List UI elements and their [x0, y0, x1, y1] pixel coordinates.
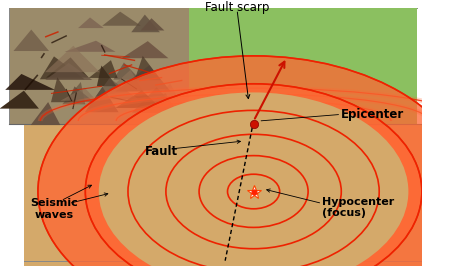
Polygon shape	[116, 90, 161, 108]
Ellipse shape	[99, 92, 409, 266]
Polygon shape	[78, 18, 104, 28]
Polygon shape	[97, 65, 117, 86]
Polygon shape	[61, 88, 97, 101]
Ellipse shape	[128, 110, 379, 266]
Ellipse shape	[38, 56, 469, 266]
Polygon shape	[115, 65, 171, 92]
Polygon shape	[132, 87, 181, 113]
Polygon shape	[5, 74, 55, 90]
Polygon shape	[0, 91, 39, 109]
Polygon shape	[121, 41, 168, 58]
Polygon shape	[13, 30, 49, 51]
Ellipse shape	[166, 134, 341, 249]
Polygon shape	[189, 8, 417, 124]
Polygon shape	[85, 87, 118, 112]
Bar	[422, 0, 474, 266]
Polygon shape	[94, 78, 138, 99]
Polygon shape	[102, 12, 141, 26]
Polygon shape	[9, 8, 189, 124]
Text: Seismic
waves: Seismic waves	[31, 198, 78, 220]
Polygon shape	[31, 102, 60, 125]
Polygon shape	[62, 82, 85, 104]
Polygon shape	[89, 60, 118, 78]
Ellipse shape	[228, 174, 280, 209]
Polygon shape	[141, 93, 177, 113]
Ellipse shape	[173, 139, 334, 244]
Polygon shape	[135, 56, 161, 80]
Polygon shape	[46, 57, 89, 78]
Ellipse shape	[138, 117, 369, 266]
Text: Fault scarp: Fault scarp	[205, 1, 269, 14]
Polygon shape	[45, 46, 100, 72]
Polygon shape	[64, 41, 116, 52]
Text: Epicenter: Epicenter	[341, 108, 404, 121]
Text: Fault: Fault	[145, 145, 178, 158]
Polygon shape	[131, 15, 160, 32]
Ellipse shape	[203, 159, 304, 225]
Polygon shape	[40, 56, 84, 79]
Polygon shape	[51, 77, 74, 102]
Ellipse shape	[199, 156, 308, 227]
Polygon shape	[68, 86, 94, 102]
Polygon shape	[147, 83, 183, 109]
Polygon shape	[107, 70, 143, 91]
Text: Hypocenter
(focus): Hypocenter (focus)	[322, 197, 394, 218]
Polygon shape	[141, 18, 164, 31]
Ellipse shape	[229, 176, 278, 207]
Ellipse shape	[85, 84, 422, 266]
Polygon shape	[45, 63, 92, 80]
Polygon shape	[24, 124, 450, 266]
Polygon shape	[113, 63, 140, 80]
